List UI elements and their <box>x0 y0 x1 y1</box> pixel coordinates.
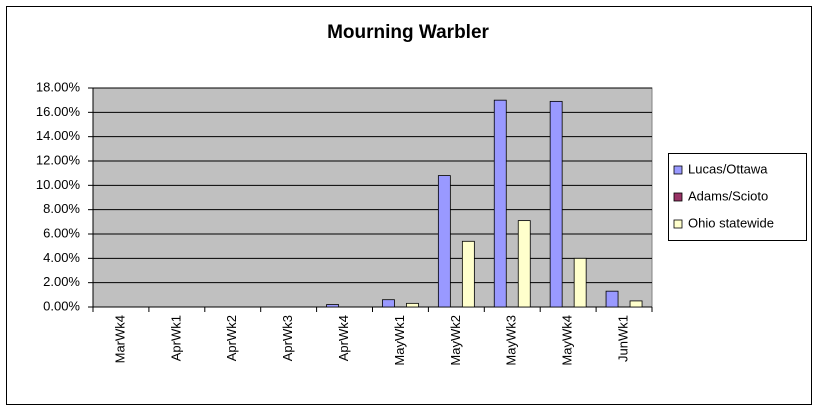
bar <box>605 290 619 308</box>
x-tick-label: AprWk4 <box>336 315 351 361</box>
bar <box>549 100 563 308</box>
y-tick-label: 6.00% <box>43 225 80 240</box>
legend-swatch <box>673 192 683 202</box>
bar <box>493 99 507 308</box>
bar <box>326 304 339 308</box>
x-tick-label: MayWk1 <box>392 315 407 366</box>
bar <box>461 240 475 308</box>
legend-swatch <box>673 165 683 175</box>
x-tick-label: AprWk2 <box>224 315 239 361</box>
plot-area <box>92 87 653 308</box>
bar <box>382 299 395 308</box>
y-tick-label: 8.00% <box>43 201 80 216</box>
x-tick-label: MayWk2 <box>448 315 463 366</box>
bar <box>573 257 587 308</box>
legend <box>668 153 807 241</box>
bar <box>437 175 451 308</box>
legend-label: Adams/Scioto <box>688 188 768 203</box>
bar <box>629 300 643 308</box>
y-tick-label: 16.00% <box>36 104 81 119</box>
legend-label: Ohio statewide <box>688 215 774 230</box>
y-tick-label: 0.00% <box>43 298 80 313</box>
legend-swatch <box>673 219 683 229</box>
x-tick-label: MayWk3 <box>504 315 519 366</box>
y-tick-label: 14.00% <box>36 128 81 143</box>
bar <box>406 302 419 308</box>
bar <box>517 220 531 308</box>
x-tick-label: AprWk1 <box>168 315 183 361</box>
chart-title: Mourning Warbler <box>327 22 489 43</box>
x-tick-label: JunWk1 <box>615 315 630 362</box>
y-tick-label: 2.00% <box>43 274 80 289</box>
x-tick-label: AprWk3 <box>280 315 295 361</box>
y-tick-label: 4.00% <box>43 250 80 265</box>
legend-label: Lucas/Ottawa <box>688 161 768 176</box>
y-tick-label: 18.00% <box>36 79 81 94</box>
x-tick-label: MarWk4 <box>112 315 127 363</box>
y-tick-label: 12.00% <box>36 152 81 167</box>
x-tick-label: MayWk4 <box>560 315 575 366</box>
y-tick-label: 10.00% <box>36 177 81 192</box>
